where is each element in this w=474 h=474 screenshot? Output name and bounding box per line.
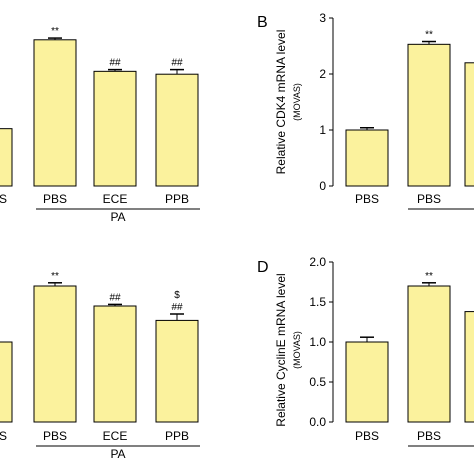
bar	[93, 70, 137, 187]
bar	[155, 73, 199, 187]
y-axis-title: Relative CyclinE mRNA level	[274, 273, 288, 426]
category-label: PPB	[165, 429, 189, 443]
category-label: ECE	[103, 429, 128, 443]
bar	[0, 341, 13, 423]
bar	[464, 62, 474, 187]
bar	[155, 319, 199, 423]
chart-panel-4: D 0.0 0.5 1.0 1.5 2.0 Relative CyclinE mRNA le…	[257, 255, 474, 447]
y-tick-label: 1.0	[309, 335, 326, 349]
category-label: PBS	[355, 429, 379, 443]
significance-label: **	[425, 30, 433, 41]
group-label: PA	[110, 447, 125, 461]
panel-letter: B	[257, 14, 268, 31]
category-label: S	[0, 429, 7, 443]
category-label: PBS	[43, 429, 67, 443]
category-label: PPB	[165, 192, 189, 206]
panel-letter: D	[257, 259, 269, 276]
category-label: PBS	[355, 192, 379, 206]
significance-label: **	[425, 271, 433, 282]
bar	[407, 285, 451, 423]
bar	[407, 43, 451, 187]
category-label: ECE	[103, 192, 128, 206]
y-tick-label: 2.0	[309, 255, 326, 269]
y-tick-label: 3	[319, 11, 326, 25]
y-tick-label: 1.5	[309, 295, 326, 309]
bar	[33, 39, 77, 187]
y-axis-title: Relative CDK4 mRNA level	[274, 30, 288, 175]
y-tick-label: 1	[319, 123, 326, 137]
bar	[345, 129, 389, 187]
significance-label: $	[174, 290, 180, 301]
category-label: PBS	[417, 192, 441, 206]
y-tick-label: 0.5	[309, 375, 326, 389]
group-label: PA	[110, 210, 125, 224]
significance-label: ##	[109, 292, 121, 303]
category-label: PBS	[43, 192, 67, 206]
chart-panel-2: B 0 1 2 3 Relative CDK4 mRNA level (MOVAS) PBS *…	[257, 11, 474, 210]
chart-panel-1: S ** PBS ## ECE ## PPB PA	[0, 26, 200, 224]
significance-label: ##	[171, 302, 183, 313]
significance-label: ##	[171, 58, 183, 69]
bar	[93, 305, 137, 423]
y-tick-label: 2	[319, 67, 326, 81]
bar	[0, 128, 13, 187]
y-tick-label: 0.0	[309, 415, 326, 429]
category-label: PBS	[417, 429, 441, 443]
significance-label: ##	[109, 58, 121, 69]
category-label: S	[0, 192, 7, 206]
y-axis-subtitle: (MOVAS)	[292, 83, 302, 121]
y-tick-label: 0	[319, 179, 326, 193]
bar	[345, 341, 389, 423]
bar	[33, 285, 77, 423]
bar	[464, 311, 474, 423]
significance-label: **	[51, 26, 59, 37]
y-axis-subtitle: (MOVAS)	[292, 331, 302, 369]
significance-label: **	[51, 271, 59, 282]
